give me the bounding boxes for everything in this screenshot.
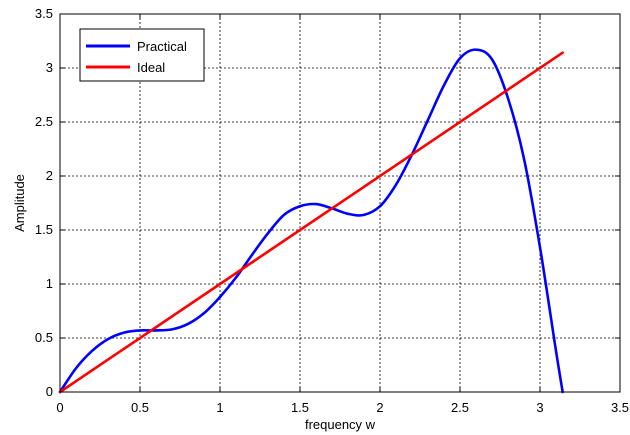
legend-label-ideal: Ideal: [137, 60, 165, 75]
y-tick-label: 0: [46, 384, 53, 399]
x-tick-label: 3.5: [611, 400, 629, 415]
y-axis-title: Amplitude: [12, 174, 27, 232]
y-tick-label: 3: [46, 60, 53, 75]
x-tick-label: 2: [376, 400, 383, 415]
y-tick-label: 3.5: [35, 6, 53, 21]
legend: Practical Ideal: [79, 28, 205, 82]
legend-label-practical: Practical: [137, 39, 187, 54]
y-tick-label: 1: [46, 276, 53, 291]
y-tick-label: 1.5: [35, 222, 53, 237]
grid: [60, 14, 620, 392]
x-tick-label: 2.5: [451, 400, 469, 415]
series-layer: [58, 48, 564, 394]
series-line-practical: [58, 48, 564, 394]
x-tick-label: 3: [536, 400, 543, 415]
y-tick-label: 2.5: [35, 114, 53, 129]
x-tick-label: 1: [216, 400, 223, 415]
y-tick-label: 2: [46, 168, 53, 183]
x-tick-label: 0.5: [131, 400, 149, 415]
legend-box: [79, 28, 205, 82]
x-tick-label: 1.5: [291, 400, 309, 415]
x-axis-title: frequency w: [305, 417, 376, 432]
x-tick-label: 0: [56, 400, 63, 415]
y-tick-label: 0.5: [35, 330, 53, 345]
plot-frame: [59, 13, 621, 393]
ticks: 0 0.5 1 1.5 2 2.5 3 3.5 0 0.5 1 1.5 2 2.5 3 3.5: [35, 6, 629, 415]
series-line-ideal: [58, 51, 564, 394]
